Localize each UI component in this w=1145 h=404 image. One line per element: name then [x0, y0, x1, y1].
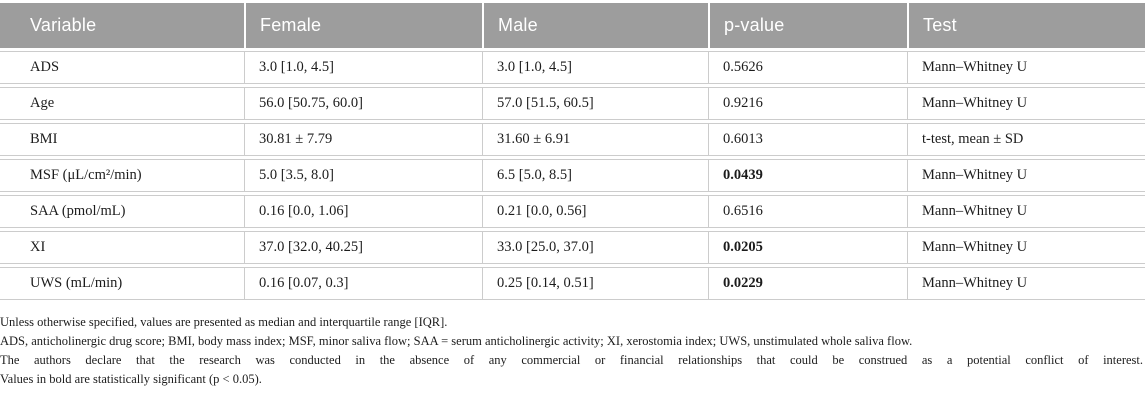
results-table-body: ADS 3.0 [1.0, 4.5] 3.0 [1.0, 4.5] 0.5626 Man… [0, 51, 1145, 300]
female-value-cell: 30.81 ± 7.79 [244, 123, 482, 156]
footnote-conflict-of-interest: The authors declare that the research wa… [0, 353, 1143, 367]
test-cell: Mann–Whitney U [907, 195, 1145, 228]
variable-cell: UWS (mL/min) [0, 267, 244, 300]
footnote-abbreviations: ADS, anticholinergic drug score; BMI, bo… [0, 334, 913, 348]
male-value-cell: 6.5 [5.0, 8.5] [482, 159, 708, 192]
variable-cell: SAA (pmol/mL) [0, 195, 244, 228]
variable-cell: BMI [0, 123, 244, 156]
male-value-cell: 0.21 [0.0, 0.56] [482, 195, 708, 228]
male-value-cell: 3.0 [1.0, 4.5] [482, 51, 708, 84]
female-value-cell: 56.0 [50.75, 60.0] [244, 87, 482, 120]
table-row: UWS (mL/min) 0.16 [0.07, 0.3] 0.25 [0.14, … [0, 267, 1145, 300]
table-row: ADS 3.0 [1.0, 4.5] 3.0 [1.0, 4.5] 0.5626 Man… [0, 51, 1145, 84]
test-cell: t-test, mean ± SD [907, 123, 1145, 156]
column-header-female: Female [244, 3, 482, 48]
results-table: Variable Female Male p-value Test ADS 3.0… [0, 3, 1145, 300]
female-value-cell: 5.0 [3.5, 8.0] [244, 159, 482, 192]
female-value-cell: 37.0 [32.0, 40.25] [244, 231, 482, 264]
table-row: Age 56.0 [50.75, 60.0] 57.0 [51.5, 60.5] 0.… [0, 87, 1145, 120]
test-cell: Mann–Whitney U [907, 231, 1145, 264]
p-value-cell: 0.0229 [708, 267, 907, 300]
female-value-cell: 3.0 [1.0, 4.5] [244, 51, 482, 84]
p-value-cell: 0.9216 [708, 87, 907, 120]
male-value-cell: 31.60 ± 6.91 [482, 123, 708, 156]
column-header-test: Test [907, 3, 1145, 48]
column-header-variable: Variable [0, 3, 244, 48]
test-cell: Mann–Whitney U [907, 51, 1145, 84]
male-value-cell: 33.0 [25.0, 37.0] [482, 231, 708, 264]
column-header-p-value: p-value [708, 3, 907, 48]
table-row: XI 37.0 [32.0, 40.25] 33.0 [25.0, 37.0] 0.0… [0, 231, 1145, 264]
header-row: Variable Female Male p-value Test [0, 3, 1145, 48]
table-row: MSF (μL/cm²/min) 5.0 [3.5, 8.0] 6.5 [5.0, … [0, 159, 1145, 192]
results-table-header: Variable Female Male p-value Test [0, 3, 1145, 48]
female-value-cell: 0.16 [0.07, 0.3] [244, 267, 482, 300]
footnote-median-iqr: Unless otherwise specified, values are p… [0, 315, 448, 329]
test-cell: Mann–Whitney U [907, 87, 1145, 120]
p-value-cell: 0.6516 [708, 195, 907, 228]
male-value-cell: 57.0 [51.5, 60.5] [482, 87, 708, 120]
p-value-cell: 0.6013 [708, 123, 907, 156]
variable-cell: XI [0, 231, 244, 264]
p-value-cell: 0.0205 [708, 231, 907, 264]
variable-cell: Age [0, 87, 244, 120]
test-cell: Mann–Whitney U [907, 159, 1145, 192]
variable-cell: ADS [0, 51, 244, 84]
test-cell: Mann–Whitney U [907, 267, 1145, 300]
footnotes-block: Unless otherwise specified, values are p… [0, 303, 1145, 389]
male-value-cell: 0.25 [0.14, 0.51] [482, 267, 708, 300]
footnote-bold-significance: Values in bold are statistically signifi… [0, 372, 262, 386]
female-value-cell: 0.16 [0.0, 1.06] [244, 195, 482, 228]
p-value-cell: 0.5626 [708, 51, 907, 84]
column-header-male: Male [482, 3, 708, 48]
p-value-cell: 0.0439 [708, 159, 907, 192]
table-row: BMI 30.81 ± 7.79 31.60 ± 6.91 0.6013 t-test,… [0, 123, 1145, 156]
variable-cell: MSF (μL/cm²/min) [0, 159, 244, 192]
table-row: SAA (pmol/mL) 0.16 [0.0, 1.06] 0.21 [0.0, … [0, 195, 1145, 228]
